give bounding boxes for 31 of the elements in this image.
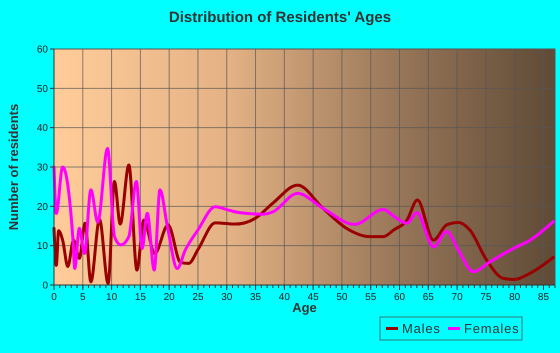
x-tick-label: 30: [221, 292, 233, 303]
x-axis-title: Age: [292, 300, 317, 315]
x-tick-label: 5: [80, 292, 86, 303]
y-tick-label: 0: [42, 280, 48, 292]
chart-title: Distribution of Residents' Ages: [168, 9, 392, 26]
x-tick-label: 75: [480, 292, 492, 303]
legend-label: Females: [464, 321, 520, 336]
x-tick-label: 50: [336, 292, 348, 303]
y-tick-label: 10: [36, 241, 48, 252]
x-tick-label: 55: [365, 292, 377, 303]
x-tick-label: 40: [278, 292, 290, 303]
y-tick-label: 20: [36, 202, 48, 213]
line-series: [52, 147, 555, 274]
x-tick-label: 0: [51, 292, 58, 303]
x-tick-label: 80: [509, 292, 521, 303]
y-tick-label: 50: [36, 84, 48, 95]
y-axis-title: Number of residents: [6, 104, 21, 230]
x-tick-label: 45: [308, 292, 320, 303]
x-tick-label: 70: [452, 292, 464, 303]
x-tick-label: 25: [192, 292, 204, 303]
x-tick-label: 65: [422, 292, 434, 303]
x-tick-label: 35: [250, 292, 262, 303]
x-tick-label: 60: [394, 292, 406, 303]
x-tick-label: 85: [538, 292, 550, 303]
x-tick-label: 10: [106, 292, 118, 303]
x-tick-label: 20: [164, 292, 176, 303]
y-tick-label: 60: [36, 44, 48, 56]
x-tick-label: 15: [134, 292, 146, 303]
legend-label: Males: [402, 321, 441, 336]
y-tick-label: 30: [36, 162, 48, 174]
y-tick-label: 40: [36, 123, 48, 134]
